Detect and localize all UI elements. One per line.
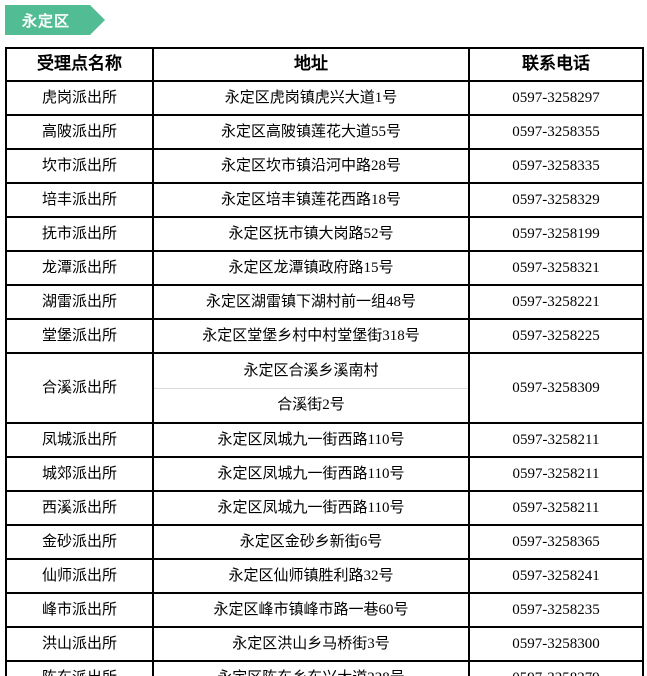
table-row: 合溪派出所 永定区合溪乡溪南村 合溪街2号 0597-3258309 bbox=[5, 352, 644, 424]
table-row: 洪山派出所 永定区洪山乡马桥街3号 0597-3258300 bbox=[5, 626, 644, 662]
phone-cell: 0597-3258321 bbox=[468, 250, 644, 286]
address-cell: 永定区凤城九一街西路110号 bbox=[152, 422, 470, 458]
phone-cell: 0597-3258211 bbox=[468, 490, 644, 526]
address-cell: 永定区坎市镇沿河中路28号 bbox=[152, 148, 470, 184]
address-cell: 永定区湖雷镇下湖村前一组48号 bbox=[152, 284, 470, 320]
address-two-line: 永定区合溪乡溪南村合溪街2号 bbox=[155, 355, 467, 421]
address-cell: 永定区仙师镇胜利路32号 bbox=[152, 558, 470, 594]
address-line: 永定区合溪乡溪南村 bbox=[155, 355, 467, 389]
phone-cell: 0597-3258211 bbox=[468, 456, 644, 492]
address-cell: 永定区堂堡乡村中村堂堡街318号 bbox=[152, 318, 470, 354]
address-cell: 永定区高陂镇莲花大道55号 bbox=[152, 114, 470, 150]
station-name-cell: 坎市派出所 bbox=[5, 148, 154, 184]
table-row: 虎岗派出所 永定区虎岗镇虎兴大道1号 0597-3258297 bbox=[5, 80, 644, 116]
phone-cell: 0597-3258199 bbox=[468, 216, 644, 252]
phone-cell: 0597-3258355 bbox=[468, 114, 644, 150]
table-row: 陈东派出所永定区陈东乡东兴大道228号0597-3258279 bbox=[5, 660, 644, 676]
station-name-cell: 峰市派出所 bbox=[5, 592, 154, 628]
address-cell: 永定区洪山乡马桥街3号 bbox=[152, 626, 470, 662]
station-name-cell: 虎岗派出所 bbox=[5, 80, 154, 116]
phone-cell: 0597-3258365 bbox=[468, 524, 644, 560]
station-name-cell: 高陂派出所 bbox=[5, 114, 154, 150]
station-name-cell: 抚市派出所 bbox=[5, 216, 154, 252]
address-cell: 永定区凤城九一街西路110号 bbox=[152, 490, 470, 526]
table-row: 城郊派出所 永定区凤城九一街西路110号 0597-3258211 bbox=[5, 456, 644, 492]
station-name-cell: 湖雷派出所 bbox=[5, 284, 154, 320]
address-cell: 永定区凤城九一街西路110号 bbox=[152, 456, 470, 492]
column-header-address: 地址 bbox=[152, 47, 470, 82]
table-row: 凤城派出所 永定区凤城九一街西路110号 0597-3258211 bbox=[5, 422, 644, 458]
phone-cell: 0597-3258211 bbox=[468, 422, 644, 458]
phone-cell: 0597-3258225 bbox=[468, 318, 644, 354]
phone-cell: 0597-3258235 bbox=[468, 592, 644, 628]
station-name-cell: 城郊派出所 bbox=[5, 456, 154, 492]
table-row: 坎市派出所 永定区坎市镇沿河中路28号 0597-3258335 bbox=[5, 148, 644, 184]
address-cell: 永定区金砂乡新街6号 bbox=[152, 524, 470, 560]
table-row: 西溪派出所 永定区凤城九一街西路110号 0597-3258211 bbox=[5, 490, 644, 526]
phone-cell: 0597-3258300 bbox=[468, 626, 644, 662]
table-row: 仙师派出所 永定区仙师镇胜利路32号 0597-3258241 bbox=[5, 558, 644, 594]
phone-cell: 0597-3258309 bbox=[468, 352, 644, 424]
table-header-row: 受理点名称 地址 联系电话 bbox=[5, 47, 644, 82]
address-cell: 永定区陈东乡东兴大道228号 bbox=[152, 660, 470, 676]
table-row: 培丰派出所 永定区培丰镇莲花西路18号 0597-3258329 bbox=[5, 182, 644, 218]
station-name-cell: 陈东派出所 bbox=[5, 660, 154, 676]
region-badge: 永定区 bbox=[5, 5, 105, 35]
station-name-cell: 龙潭派出所 bbox=[5, 250, 154, 286]
table-row: 堂堡派出所 永定区堂堡乡村中村堂堡街318号 0597-3258225 bbox=[5, 318, 644, 354]
address-cell: 永定区抚市镇大岗路52号 bbox=[152, 216, 470, 252]
table-row: 金砂派出所 永定区金砂乡新街6号 0597-3258365 bbox=[5, 524, 644, 560]
station-name-cell: 凤城派出所 bbox=[5, 422, 154, 458]
phone-cell: 0597-3258297 bbox=[468, 80, 644, 116]
table-row: 湖雷派出所 永定区湖雷镇下湖村前一组48号 0597-3258221 bbox=[5, 284, 644, 320]
address-line: 合溪街2号 bbox=[277, 397, 345, 413]
station-name-cell: 西溪派出所 bbox=[5, 490, 154, 526]
region-badge-label: 永定区 bbox=[22, 12, 71, 30]
phone-cell: 0597-3258279 bbox=[468, 660, 644, 676]
address-cell: 永定区虎岗镇虎兴大道1号 bbox=[152, 80, 470, 116]
address-cell: 永定区龙潭镇政府路15号 bbox=[152, 250, 470, 286]
station-name-cell: 仙师派出所 bbox=[5, 558, 154, 594]
phone-cell: 0597-3258329 bbox=[468, 182, 644, 218]
stations-table: 受理点名称 地址 联系电话 虎岗派出所 永定区虎岗镇虎兴大道1号 0597-3258… bbox=[5, 47, 644, 676]
table-row: 高陂派出所 永定区高陂镇莲花大道55号 0597-3258355 bbox=[5, 114, 644, 150]
column-header-station-name: 受理点名称 bbox=[5, 47, 154, 82]
phone-cell: 0597-3258221 bbox=[468, 284, 644, 320]
address-cell: 永定区峰市镇峰市路一巷60号 bbox=[152, 592, 470, 628]
phone-cell: 0597-3258241 bbox=[468, 558, 644, 594]
station-name-cell: 洪山派出所 bbox=[5, 626, 154, 662]
table-row: 抚市派出所 永定区抚市镇大岗路52号 0597-3258199 bbox=[5, 216, 644, 252]
table-row: 峰市派出所 永定区峰市镇峰市路一巷60号 0597-3258235 bbox=[5, 592, 644, 628]
station-name-cell: 堂堡派出所 bbox=[5, 318, 154, 354]
station-name-cell: 培丰派出所 bbox=[5, 182, 154, 218]
station-name-cell: 合溪派出所 bbox=[5, 352, 154, 424]
address-cell: 永定区培丰镇莲花西路18号 bbox=[152, 182, 470, 218]
table-body: 虎岗派出所 永定区虎岗镇虎兴大道1号 0597-3258297 高陂派出所 永定区高陂镇… bbox=[5, 80, 644, 676]
table-row: 龙潭派出所 永定区龙潭镇政府路15号 0597-3258321 bbox=[5, 250, 644, 286]
address-cell: 永定区合溪乡溪南村合溪街2号 bbox=[152, 352, 470, 424]
phone-cell: 0597-3258335 bbox=[468, 148, 644, 184]
column-header-phone: 联系电话 bbox=[468, 47, 644, 82]
station-name-cell: 金砂派出所 bbox=[5, 524, 154, 560]
